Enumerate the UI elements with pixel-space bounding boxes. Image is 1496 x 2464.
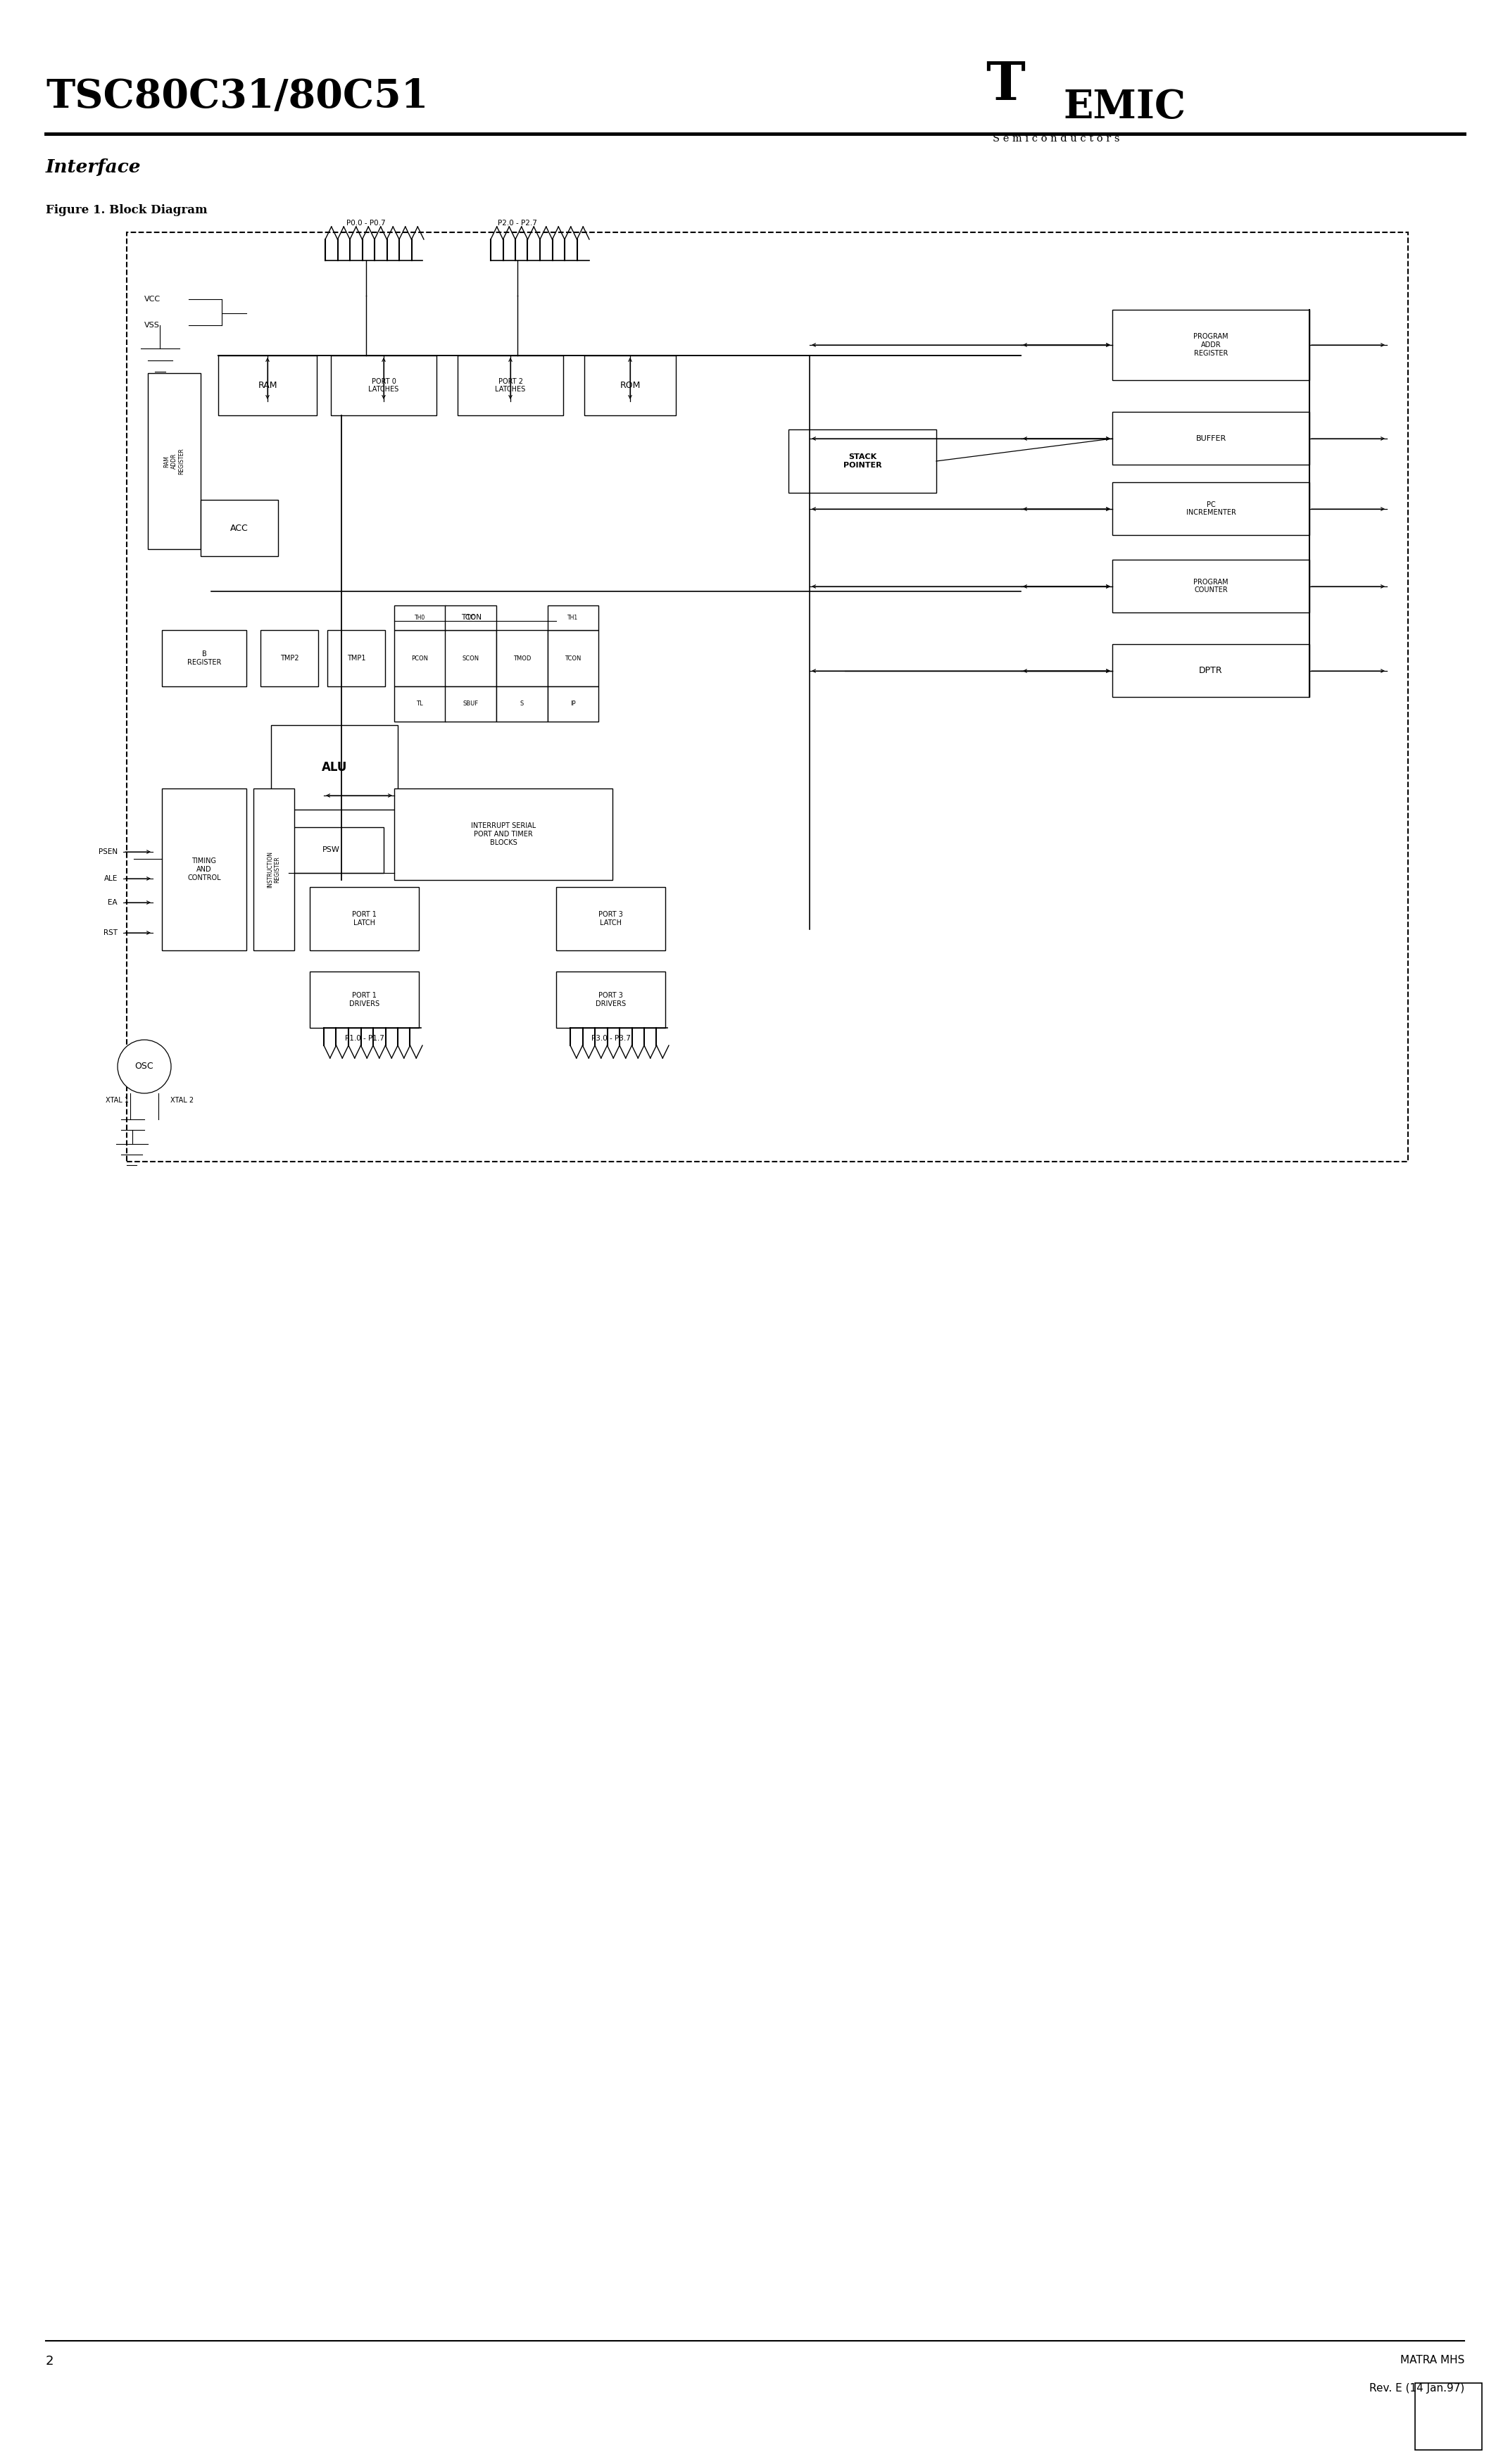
Text: PSEN: PSEN [99,848,118,855]
Text: MATRA MHS: MATRA MHS [1400,2356,1465,2365]
Bar [310,971,419,1027]
Text: PSW: PSW [322,848,340,853]
Text: Rev. E (14 Jan.97): Rev. E (14 Jan.97) [1369,2383,1465,2393]
Text: PORT 3
LATCH: PORT 3 LATCH [598,912,622,926]
Text: VSS: VSS [144,323,160,328]
Text: PORT 2
LATCHES: PORT 2 LATCHES [495,377,525,394]
Circle shape [118,1040,171,1094]
Text: INSTRUCTION
REGISTER: INSTRUCTION REGISTER [266,850,281,887]
Bar [331,355,437,416]
Text: BUFFER: BUFFER [1195,434,1227,441]
Text: INTERRUPT SERIAL
PORT AND TIMER
BLOCKS: INTERRUPT SERIAL PORT AND TIMER BLOCKS [471,823,536,845]
Text: TH1: TH1 [567,614,577,621]
Bar [162,631,247,687]
Bar [548,631,598,687]
Text: SBUF: SBUF [462,700,479,707]
Bar [548,687,598,722]
Text: ALU: ALU [322,761,347,774]
Text: PORT 1
LATCH: PORT 1 LATCH [352,912,377,926]
Text: TCON: TCON [564,655,580,660]
Bar [557,971,666,1027]
Text: PORT 0
LATCHES: PORT 0 LATCHES [368,377,399,394]
Text: EMIC: EMIC [1064,89,1186,126]
Bar [271,724,398,811]
Text: SCON: SCON [462,655,479,660]
Text: TMP1: TMP1 [347,655,365,663]
Text: RST: RST [103,929,118,936]
Text: T/C: T/C [467,614,476,621]
Bar [585,355,676,416]
Bar [310,887,419,951]
Bar [395,687,446,722]
Text: TL: TL [416,700,423,707]
Text: XTAL 2: XTAL 2 [171,1096,193,1104]
Text: S: S [521,700,524,707]
Text: TMOD: TMOD [513,655,531,660]
Text: P2.0 - P2.7: P2.0 - P2.7 [498,219,537,227]
Bar [446,606,497,631]
Text: OSC: OSC [135,1062,154,1072]
Text: RAM
ADDR
REGISTER: RAM ADDR REGISTER [163,448,184,476]
Text: P3.0 - P3.7: P3.0 - P3.7 [591,1035,631,1042]
Bar [1113,483,1309,535]
Text: S e m i c o n d u c t o r s: S e m i c o n d u c t o r s [993,133,1119,143]
Bar [278,828,383,872]
Bar [446,687,497,722]
Text: Figure 1. Block Diagram: Figure 1. Block Diagram [46,205,208,217]
Bar [395,606,446,631]
Bar [458,355,562,416]
Bar [395,788,612,880]
Bar [328,631,384,687]
Bar [1113,643,1309,697]
Text: PC
INCREMENTER: PC INCREMENTER [1186,500,1236,517]
Bar [446,631,497,687]
Text: XTAL 1: XTAL 1 [106,1096,129,1104]
Text: DPTR: DPTR [1200,665,1222,675]
Bar [253,788,295,951]
Text: IP: IP [570,700,576,707]
Text: PROGRAM
COUNTER: PROGRAM COUNTER [1194,579,1228,594]
Text: PROGRAM
ADDR
REGISTER: PROGRAM ADDR REGISTER [1194,333,1228,357]
Bar [127,232,1408,1161]
Text: T: T [986,59,1025,111]
Bar [1415,2383,1483,2449]
Bar [218,355,317,416]
Text: P1.0 - P1.7: P1.0 - P1.7 [346,1035,384,1042]
Bar [497,687,548,722]
Text: TCON: TCON [461,614,482,621]
Text: TH0: TH0 [414,614,425,621]
Bar [548,606,598,631]
Text: B
REGISTER: B REGISTER [187,650,221,665]
Text: TSC80C31/80C51: TSC80C31/80C51 [46,76,428,116]
Text: 2: 2 [46,2356,54,2368]
Text: PORT 3
DRIVERS: PORT 3 DRIVERS [595,993,625,1008]
Bar [497,631,548,687]
Bar [1113,411,1309,466]
Bar [148,372,200,549]
Bar [557,887,666,951]
Text: ALE: ALE [103,875,118,882]
Text: STACK
POINTER: STACK POINTER [844,453,881,468]
Text: P0.0 - P0.7: P0.0 - P0.7 [347,219,386,227]
Bar [162,788,247,951]
Text: TMP2: TMP2 [280,655,299,663]
Text: VCC: VCC [144,296,160,303]
Text: TIMING
AND
CONTROL: TIMING AND CONTROL [187,857,221,882]
Bar [395,631,446,687]
Text: Interface: Interface [46,158,141,175]
Text: PCON: PCON [411,655,428,660]
Bar [788,429,936,493]
Text: PORT 1
DRIVERS: PORT 1 DRIVERS [349,993,380,1008]
Bar [260,631,319,687]
Text: ROM: ROM [619,382,640,389]
Text: EA: EA [108,899,118,907]
Text: ACC: ACC [230,522,248,532]
Bar [1113,310,1309,379]
Bar [200,500,278,557]
Text: RAM: RAM [257,382,277,389]
Bar [1113,559,1309,614]
